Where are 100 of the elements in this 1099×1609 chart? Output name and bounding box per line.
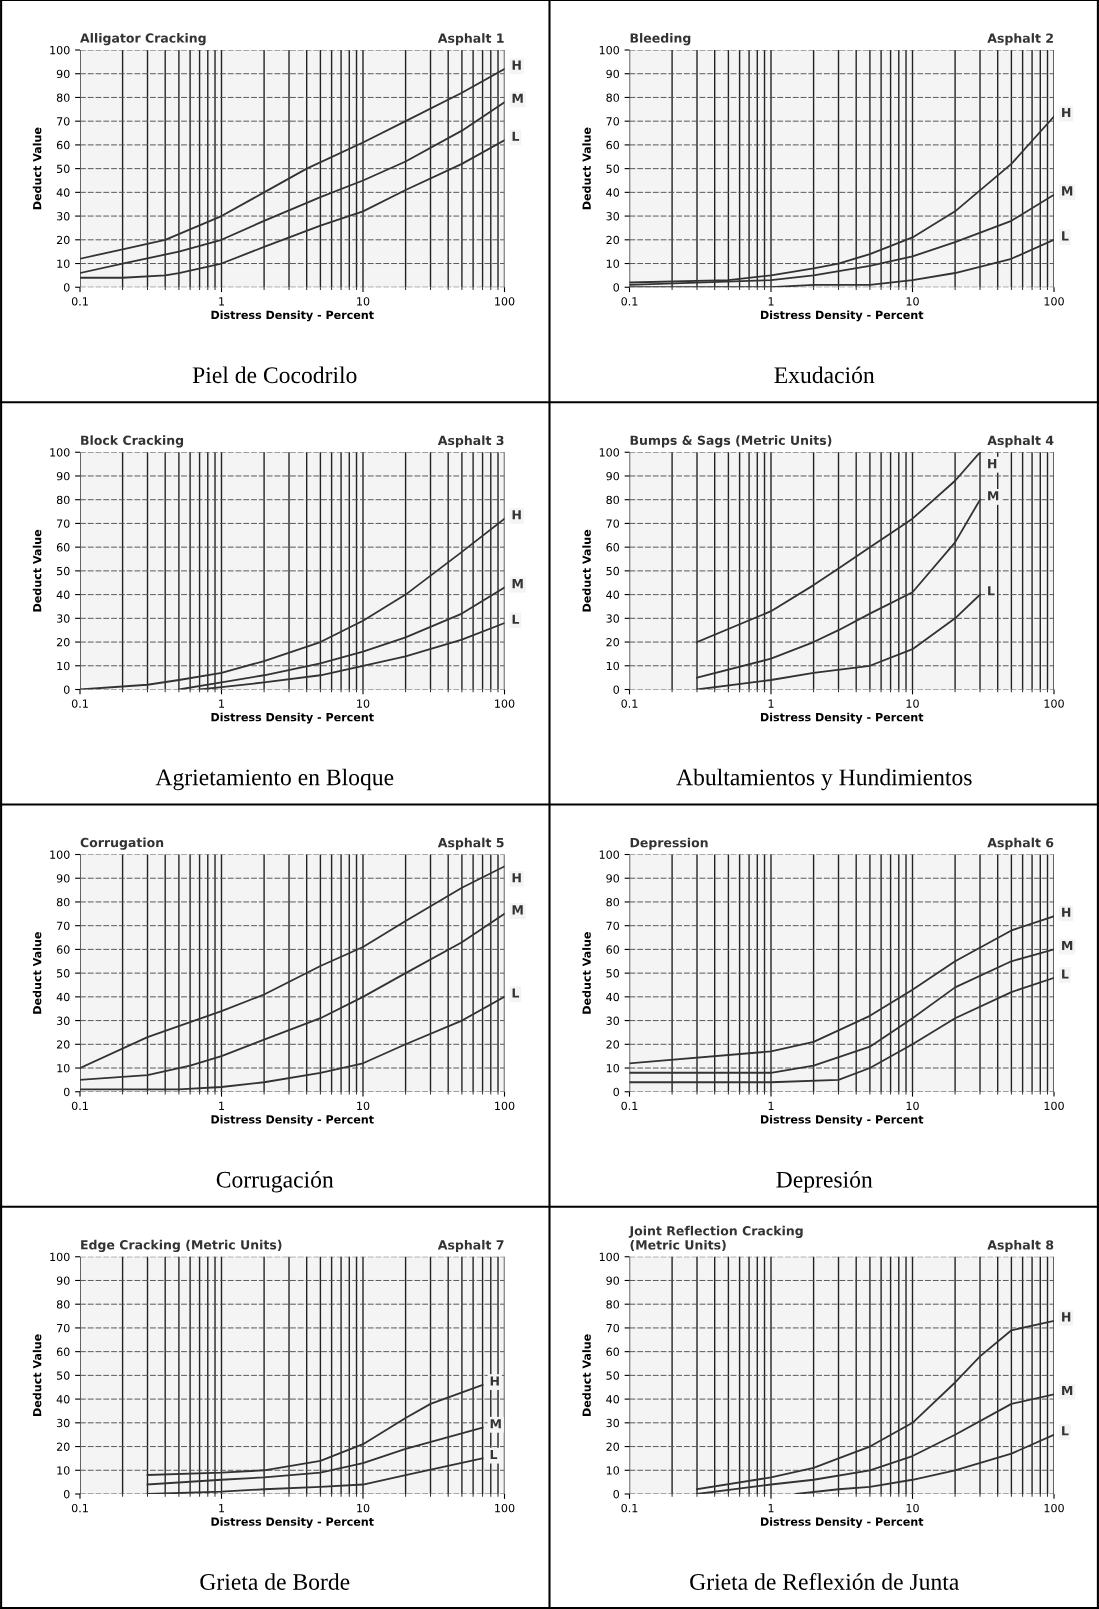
y-axis-title: Deduct Value (582, 529, 591, 612)
series-label: M (490, 1419, 501, 1429)
x-axis-title: Distress Density - Percent (211, 310, 374, 322)
y-tick-label: 60 (56, 140, 70, 150)
x-axis-title: Distress Density - Percent (760, 712, 924, 724)
y-axis-title: Deduct Value (32, 127, 42, 210)
series-label: L (1062, 1426, 1069, 1436)
series-label: H (1062, 107, 1071, 118)
x-tick-label: 10 (906, 699, 919, 708)
y-tick-label: 0 (613, 283, 620, 292)
y-tick-label: 60 (606, 543, 620, 552)
x-tick-label: 100 (495, 297, 515, 306)
y-tick-label: 80 (606, 1300, 620, 1309)
y-tick-label: 40 (606, 188, 620, 197)
x-axis-title: Distress Density - Percent (211, 712, 374, 724)
text: Grieta de Reflexión de Junta (690, 1573, 959, 1590)
x-tick-label: 0.1 (71, 297, 88, 306)
text: Grieta de Borde (200, 1573, 350, 1590)
x-tick-label: 1 (768, 699, 774, 708)
y-tick-label: 60 (56, 543, 70, 552)
y-tick-label: 20 (56, 1442, 70, 1451)
y-tick-label: 30 (56, 614, 70, 623)
series-label: L (988, 586, 995, 596)
text: Exudación (774, 366, 875, 384)
y-tick-label: 100 (599, 850, 620, 859)
y-tick-label: 30 (606, 1418, 620, 1428)
x-tick-label: 0.1 (621, 1101, 638, 1111)
text: Asphalt 4 (987, 435, 1054, 448)
x-axis-title: Distress Density - Percent (760, 1115, 924, 1126)
y-tick-label: 30 (606, 1016, 620, 1025)
y-tick-label: 50 (57, 566, 70, 576)
y-tick-label: 10 (606, 661, 620, 671)
y-tick-label: 20 (56, 638, 70, 647)
text: Asphalt 7 (437, 1239, 504, 1253)
x-tick-label: 0.1 (621, 1503, 638, 1513)
y-tick-label: 40 (606, 992, 620, 1002)
x-tick-label: 10 (906, 1503, 919, 1513)
x-tick-label: 10 (357, 297, 370, 306)
y-tick-label: 90 (606, 1276, 620, 1285)
text: Piel de Cocodrilo (192, 366, 357, 384)
x-tick-label: 1 (219, 1504, 225, 1513)
x-tick-label: 100 (1044, 1503, 1064, 1513)
x-tick-label: 10 (906, 1101, 919, 1111)
y-tick-label: 100 (599, 1252, 620, 1262)
y-tick-label: 70 (57, 519, 70, 528)
y-tick-label: 70 (606, 519, 620, 528)
chart-title: Alligator Cracking (80, 33, 206, 46)
series-label: M (512, 93, 523, 103)
series-label: H (988, 459, 997, 469)
y-tick-label: 70 (57, 117, 70, 126)
y-tick-label: 30 (606, 212, 620, 221)
text: Abultamientos y Hundimientos (676, 768, 972, 791)
series-label: H (490, 1376, 499, 1386)
y-axis-title: Deduct Value (582, 127, 591, 210)
y-tick-label: 30 (606, 614, 620, 623)
x-tick-label: 1 (768, 1504, 774, 1513)
y-tick-label: 20 (606, 1442, 620, 1451)
y-tick-label: 90 (56, 1276, 70, 1285)
series-label: M (988, 491, 999, 501)
y-tick-label: 30 (56, 1418, 70, 1428)
y-tick-label: 10 (57, 259, 70, 268)
chart-title: Bleeding (630, 33, 691, 46)
x-tick-label: 1 (219, 1101, 225, 1110)
y-tick-label: 60 (56, 1347, 70, 1357)
x-tick-label: 100 (1044, 297, 1064, 306)
y-tick-label: 80 (56, 1300, 70, 1309)
x-tick-label: 0.1 (71, 1503, 88, 1513)
y-axis-title: Deduct Value (582, 932, 591, 1014)
y-axis-title: Deduct Value (582, 1334, 591, 1416)
text: Agrietamiento en Bloque (155, 768, 394, 791)
y-tick-label: 20 (56, 235, 70, 245)
y-tick-label: 70 (606, 921, 620, 931)
y-tick-label: 100 (599, 448, 620, 457)
y-tick-label: 50 (57, 969, 70, 978)
x-tick-label: 1 (768, 1101, 774, 1110)
y-tick-label: 10 (606, 259, 620, 268)
y-tick-label: 10 (57, 661, 70, 671)
y-tick-label: 80 (606, 495, 620, 505)
x-axis-title: Distress Density - Percent (211, 1115, 374, 1126)
series-label: H (512, 873, 521, 883)
x-tick-label: 10 (357, 699, 370, 708)
y-tick-label: 60 (606, 140, 620, 150)
y-tick-label: 80 (56, 897, 70, 907)
x-axis-title: Distress Density - Percent (760, 310, 924, 322)
text: Asphalt 2 (987, 33, 1053, 46)
x-tick-label: 100 (495, 1101, 515, 1111)
y-tick-label: 40 (606, 1395, 620, 1404)
y-tick-label: 20 (56, 1040, 70, 1049)
series-label: L (512, 131, 520, 141)
chart-title: Depression (630, 837, 708, 850)
y-tick-label: 70 (606, 1323, 620, 1333)
y-tick-label: 90 (606, 471, 620, 481)
y-tick-label: 50 (606, 1371, 620, 1380)
y-tick-label: 60 (606, 1347, 620, 1357)
y-tick-label: 90 (56, 874, 70, 883)
series-label: H (512, 60, 521, 70)
series-label: H (1062, 1312, 1071, 1322)
x-tick-label: 0.1 (621, 297, 638, 306)
y-tick-label: 90 (606, 69, 620, 79)
y-tick-label: 50 (606, 969, 620, 978)
